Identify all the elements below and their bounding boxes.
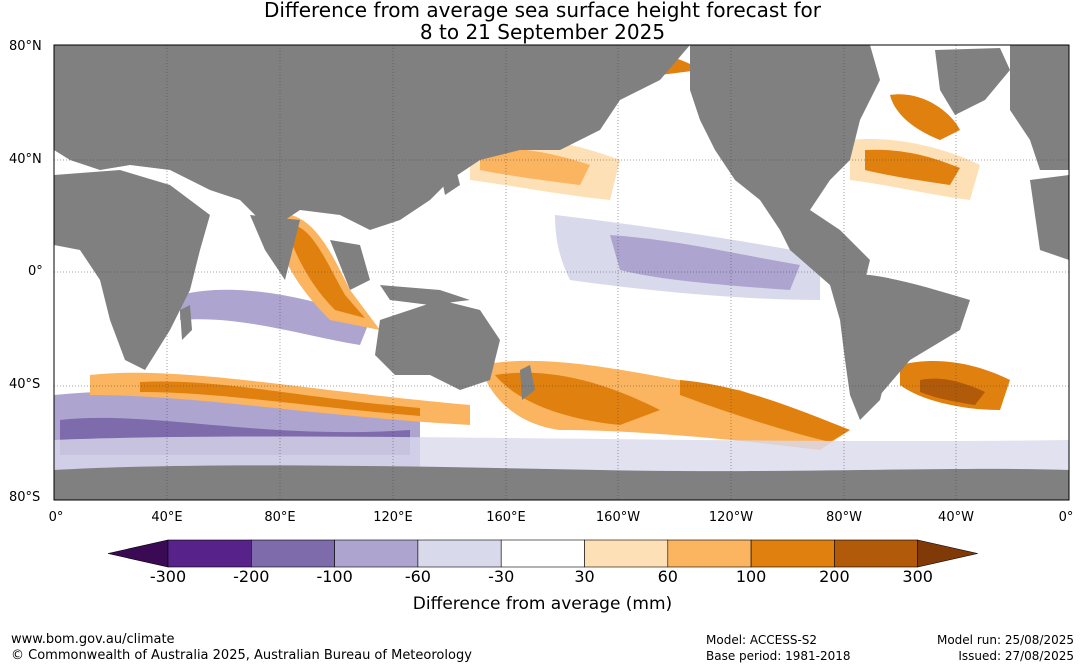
colorbar-swatch: [251, 539, 335, 568]
colorbar-swatch: [667, 539, 752, 568]
colorbar-swatch: [750, 539, 835, 568]
colorbar-tick-label: -60: [404, 567, 431, 586]
colorbar-title: Difference from average (mm): [412, 594, 673, 614]
colorbar-swatch: [334, 539, 419, 568]
lon-label-120e: 120°E: [373, 510, 413, 525]
colorbar-tick-label: -300: [149, 567, 187, 586]
colorbar-extend-high: [917, 539, 978, 568]
map-title-line-1: Difference from average sea surface heig…: [263, 0, 822, 22]
lon-label-80w: 80°W: [826, 510, 862, 525]
colorbar-tick-label: 200: [819, 567, 850, 586]
lon-label-80e: 80°E: [264, 510, 296, 525]
lon-label-120w: 120°W: [708, 510, 754, 525]
colorbar-swatch: [417, 539, 502, 568]
lat-label-40n: 40°N: [9, 152, 42, 167]
footer-base-period: Base period: 1981-2018: [706, 649, 851, 663]
colorbar-tick-label: -200: [233, 567, 270, 586]
lon-label-0-left: 0°: [48, 510, 64, 525]
map-title-line-2: 8 to 21 September 2025: [419, 20, 666, 44]
footer-issued: Issued: 27/08/2025: [958, 649, 1074, 663]
lat-label-80s: 80°S: [9, 490, 41, 505]
colorbar-tick-label: 30: [574, 567, 595, 586]
colorbar-extend-low: [107, 539, 169, 568]
lat-label-40s: 40°S: [9, 377, 41, 392]
colorbar-tick-label: 300: [902, 567, 933, 586]
map-frame: [53, 44, 1070, 501]
colorbar-swatch: [167, 539, 252, 568]
lon-label-40e: 40°E: [151, 510, 183, 525]
colorbar-tick-label: 100: [735, 567, 767, 586]
lon-label-160e: 160°E: [486, 510, 526, 525]
land-masses: [54, 45, 1069, 500]
footer-url: www.bom.gov.au/climate: [11, 632, 175, 647]
colorbar-swatch: [584, 539, 669, 568]
lon-label-0-right: 0°: [1058, 510, 1074, 525]
lon-label-160w: 160°W: [595, 510, 641, 525]
colorbar-swatch: [834, 539, 919, 568]
lat-label-equator: 0°: [28, 264, 43, 279]
colorbar: [107, 539, 978, 568]
colorbar-tick-label: 60: [657, 567, 678, 586]
colorbar-tick-label: -30: [488, 567, 515, 586]
footer-model: Model: ACCESS-S2: [706, 633, 818, 647]
colorbar-tick-label: -100: [316, 567, 353, 586]
footer-copyright: © Commonwealth of Australia 2025, Austra…: [11, 648, 472, 663]
lon-label-40w: 40°W: [938, 510, 974, 525]
graticule: [54, 45, 1069, 500]
footer-model-run: Model run: 25/08/2025: [936, 633, 1074, 647]
lat-label-80n: 80°N: [9, 39, 42, 54]
colorbar-swatch: [500, 539, 585, 568]
